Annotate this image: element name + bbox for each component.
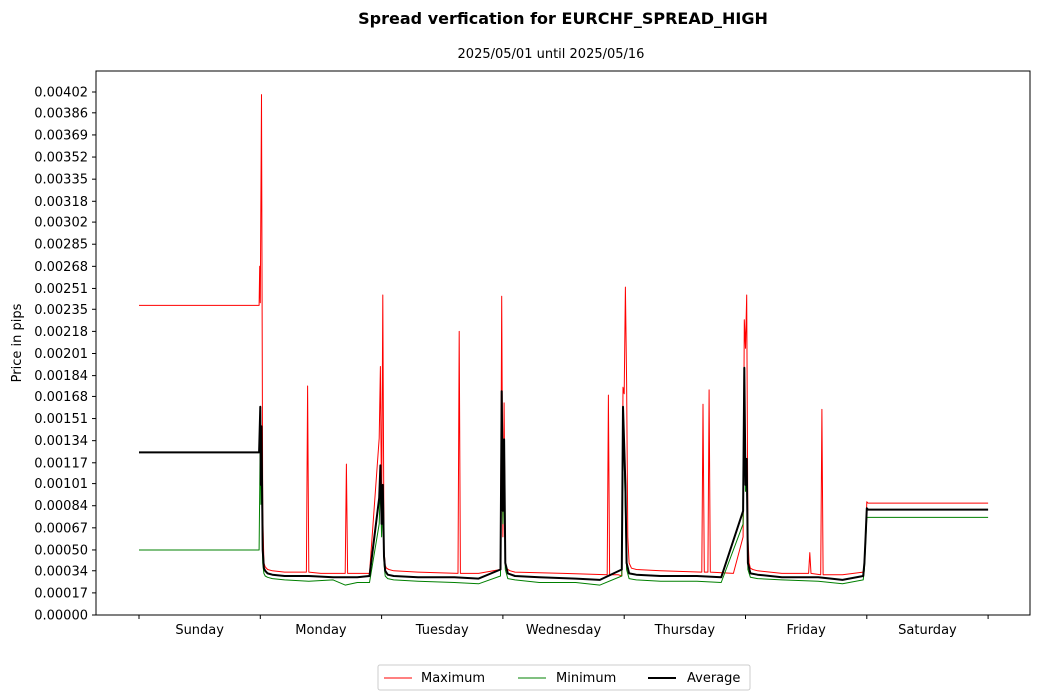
y-tick-label: 0.00285	[34, 238, 88, 253]
y-tick-label: 0.00352	[34, 151, 88, 166]
x-axis: Sunday Monday Tuesday Wednesday Thursday Frid…	[138, 615, 989, 638]
plot-frame	[95, 70, 1031, 616]
y-tick-label: 0.00251	[34, 282, 88, 297]
chart-title: Spread verfication for EURCHF_SPREAD_HIG…	[358, 9, 768, 28]
y-tick-label: 0.00268	[34, 260, 88, 275]
y-tick-label: 0.00117	[34, 456, 88, 471]
y-tick-label: 0.00218	[34, 325, 88, 340]
y-tick-label: 0.00017	[34, 586, 88, 601]
y-tick-label: 0.00067	[34, 521, 88, 536]
legend-label-minimum: Minimum	[556, 671, 616, 686]
x-tick-label-friday: Friday	[786, 623, 826, 638]
y-tick-label: 0.00034	[34, 564, 88, 579]
legend: Maximum Minimum Average	[377, 664, 751, 691]
legend-label-average: Average	[687, 671, 740, 686]
x-tick-label-saturday: Saturday	[898, 623, 957, 638]
series-line-minimum	[139, 406, 989, 586]
y-tick-label: 0.00302	[34, 216, 88, 231]
chart-subtitle: 2025/05/01 until 2025/05/16	[458, 47, 645, 62]
x-tick-label-monday: Monday	[295, 623, 347, 638]
y-tick-label: 0.00335	[34, 173, 88, 188]
legend-box	[377, 664, 751, 691]
plot-series	[139, 94, 989, 586]
y-tick-label: 0.00000	[34, 609, 88, 624]
series-line-average	[139, 366, 989, 581]
legend-label-maximum: Maximum	[421, 671, 485, 686]
y-tick-label: 0.00201	[34, 347, 88, 362]
y-tick-label: 0.00101	[34, 477, 88, 492]
x-tick-label-thursday: Thursday	[654, 623, 716, 638]
y-tick-label: 0.00168	[34, 390, 88, 405]
y-tick-label: 0.00184	[34, 369, 88, 384]
y-tick-label: 0.00318	[34, 195, 88, 210]
y-tick-label: 0.00084	[34, 499, 88, 514]
series-line-maximum	[139, 94, 989, 577]
y-tick-label: 0.00134	[34, 434, 88, 449]
y-tick-label: 0.00235	[34, 303, 88, 318]
y-tick-label: 0.00050	[34, 543, 88, 558]
y-tick-label: 0.00369	[34, 128, 88, 143]
x-tick-label-tuesday: Tuesday	[415, 623, 469, 638]
y-tick-label: 0.00402	[34, 86, 88, 101]
x-tick-label-wednesday: Wednesday	[526, 623, 602, 638]
x-tick-label-sunday: Sunday	[175, 623, 224, 638]
y-axis: 0.00000 0.00017 0.00034 0.00050 0.00067 0.000…	[34, 86, 96, 624]
y-tick-label: 0.00386	[34, 106, 88, 121]
y-axis-label: Price in pips	[10, 303, 25, 382]
y-tick-label: 0.00151	[34, 412, 88, 427]
